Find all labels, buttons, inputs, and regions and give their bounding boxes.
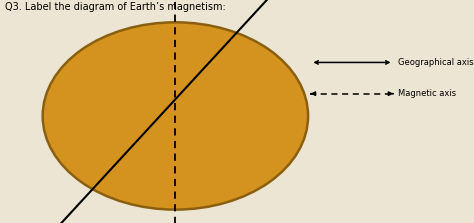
Text: Magnetic axis: Magnetic axis [398,89,456,98]
Text: Q3. Label the diagram of Earth’s magnetism:: Q3. Label the diagram of Earth’s magneti… [5,2,226,12]
Text: Geographical axis: Geographical axis [398,58,474,67]
Ellipse shape [43,22,308,210]
